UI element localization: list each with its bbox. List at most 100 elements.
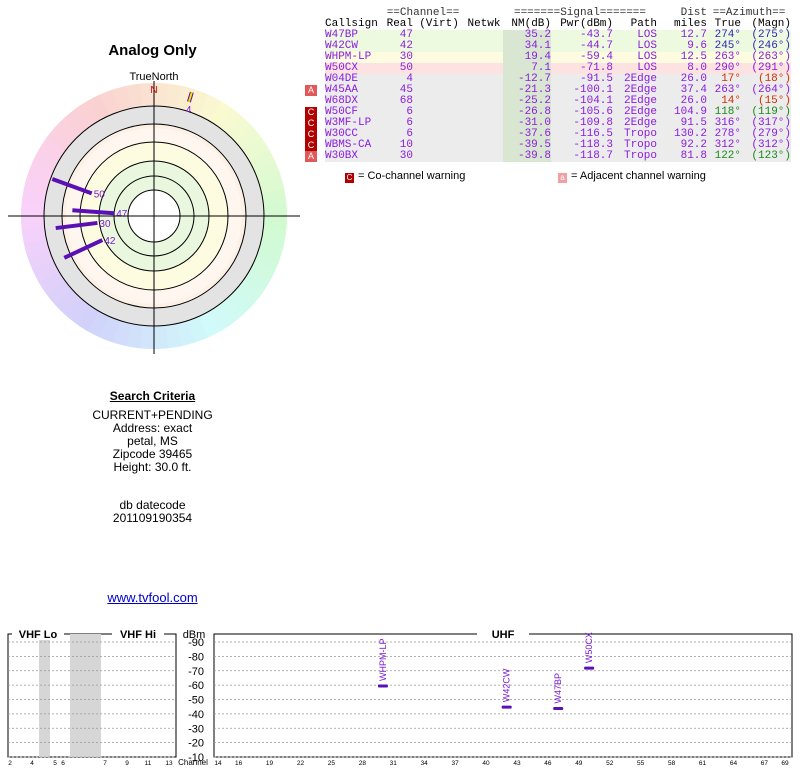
page-title: Analog Only: [108, 42, 197, 59]
station-bearing-marker: [51, 177, 93, 196]
y-tick-label: -80: [188, 651, 204, 663]
channel-shade: [70, 634, 101, 757]
table-row: W30BX 30 -39.8 -118.7 Tropo 81.8 122° (123°): [325, 151, 791, 162]
cell-callsign[interactable]: W3MF-LP: [325, 117, 372, 129]
signal-marker-label: WHPM-LP: [378, 638, 388, 681]
col-pwr: Pwr(dBm): [560, 18, 613, 30]
y-tick-label: -10: [188, 752, 204, 764]
cell-az-magn: (317°): [751, 117, 791, 129]
cell-dist: 8.0: [687, 62, 707, 74]
x-tick-label: 6: [61, 760, 65, 767]
cell-dist: 104.9: [673, 106, 707, 118]
x-tick-label: 61: [699, 760, 707, 767]
cell-nm: -25.2: [503, 96, 551, 107]
cell-az-magn: (291°): [751, 62, 791, 74]
cell-netwk: [465, 118, 503, 129]
table-row: W47BP 47 35.2 -43.7 LOS 12.7 274° (275°): [325, 30, 791, 41]
station-channel-label: 42: [104, 236, 116, 247]
cell-az-magn: (119°): [751, 106, 791, 118]
cell-nm: 19.4: [503, 52, 551, 63]
table-row: W3MF-LP 6 -31.0 -109.8 2Edge 91.5 316° (317°): [325, 118, 791, 129]
cell-path: 2Edge: [623, 95, 657, 107]
station-channel-label: 47: [116, 209, 128, 220]
cell-callsign[interactable]: WBMS-CA: [325, 139, 372, 151]
cell-az-magn: (246°): [751, 40, 791, 52]
cell-real: 4: [406, 73, 413, 85]
cell-nm: -39.8: [503, 151, 551, 162]
cell-dist: 26.0: [680, 73, 707, 85]
cell-pwr: -44.7: [579, 40, 613, 52]
cell-callsign[interactable]: W50CF: [325, 106, 359, 118]
cell-callsign[interactable]: W04DE: [325, 73, 359, 85]
cell-netwk: [465, 107, 503, 118]
cell-dist: 9.6: [687, 40, 707, 52]
cell-virt: [413, 85, 465, 96]
col-virt: (Virt): [419, 18, 459, 30]
band-label: VHF Lo: [19, 629, 58, 641]
cell-path: LOS: [637, 29, 657, 41]
cell-netwk: [465, 96, 503, 107]
table-row: W42CW 42 34.1 -44.7 LOS 9.6 245° (246°): [325, 41, 791, 52]
cell-az-magn: (18°): [757, 73, 791, 85]
col-magn: (Magn): [751, 18, 791, 30]
x-tick-label: 34: [421, 760, 429, 767]
cell-nm: -37.6: [503, 129, 551, 140]
cell-path: 2Edge: [623, 117, 657, 129]
criteria-line: Address: exact: [112, 421, 193, 435]
y-tick-label: -30: [188, 723, 204, 735]
cell-az-true: 274°: [714, 29, 741, 41]
table-row: W68DX 68 -25.2 -104.1 2Edge 26.0 14° (15°): [325, 96, 791, 107]
cell-real: 50: [399, 62, 413, 74]
cell-dist: 37.4: [680, 84, 707, 96]
station-channel-label: 50: [94, 189, 106, 200]
signal-marker-label: W42CW: [502, 668, 512, 702]
uhf-panel: [213, 633, 793, 758]
station-bearing-marker: [63, 238, 104, 260]
table-row: WHPM-LP 30 19.4 -59.4 LOS 12.5 263° (263°): [325, 52, 791, 63]
criteria-line: petal, MS: [127, 434, 178, 448]
cell-callsign[interactable]: W30CC: [325, 128, 359, 140]
cell-callsign[interactable]: W47BP: [325, 29, 359, 41]
cell-real: 6: [406, 106, 413, 118]
cell-callsign[interactable]: W30BX: [325, 150, 359, 162]
column-header-row: Callsign Real (Virt) Netwk NM(dB) Pwr(dB…: [325, 19, 791, 30]
cell-virt: [413, 107, 465, 118]
search-criteria: Search Criteria CURRENT+PENDING Address:…: [0, 390, 305, 525]
cell-callsign[interactable]: W50CX: [325, 62, 359, 74]
table-row: W50CX 50 7.1 -71.8 LOS 8.0 290° (291°): [325, 63, 791, 74]
co-channel-warning-icon: C: [305, 129, 317, 140]
cell-netwk: [465, 129, 503, 140]
cell-netwk: [465, 74, 503, 85]
cell-real: 68: [399, 95, 413, 107]
n-marker: N: [150, 85, 157, 96]
x-tick-label: 14: [214, 760, 222, 767]
cell-az-magn: (312°): [751, 139, 791, 151]
table-row: WBMS-CA 10 -39.5 -118.3 Tropo 92.2 312° (312°): [325, 140, 791, 151]
cell-callsign[interactable]: W45AA: [325, 84, 359, 96]
table-row: W45AA 45 -21.3 -100.1 2Edge 37.4 263° (264°): [325, 85, 791, 96]
y-tick-label: -60: [188, 680, 204, 692]
site-link[interactable]: www.tvfool.com: [107, 590, 198, 605]
cell-virt: [413, 151, 465, 162]
cell-pwr: -100.1: [573, 84, 613, 96]
group-header-row: ==Channel== =======Signal======= Dist ==…: [325, 8, 791, 19]
cell-nm: -12.7: [503, 74, 551, 85]
cell-virt: [413, 52, 465, 63]
station-bearing-marker: [55, 220, 98, 231]
x-tick-label: 19: [266, 760, 274, 767]
cell-az-true: 263°: [714, 84, 741, 96]
cell-netwk: [465, 63, 503, 74]
x-axis-label: Channel: [178, 758, 208, 767]
x-tick-label: 31: [390, 760, 398, 767]
cell-callsign[interactable]: W42CW: [325, 40, 359, 52]
cell-callsign[interactable]: WHPM-LP: [325, 51, 372, 63]
cell-pwr: -104.1: [573, 95, 613, 107]
cell-netwk: [465, 151, 503, 162]
cell-path: LOS: [637, 40, 657, 52]
signal-marker-label: W47BP: [553, 673, 563, 704]
x-tick-label: 55: [637, 760, 645, 767]
cell-path: 2Edge: [623, 84, 657, 96]
cell-callsign[interactable]: W68DX: [325, 95, 359, 107]
cell-az-true: 278°: [714, 128, 741, 140]
x-tick-label: 4: [30, 760, 34, 767]
